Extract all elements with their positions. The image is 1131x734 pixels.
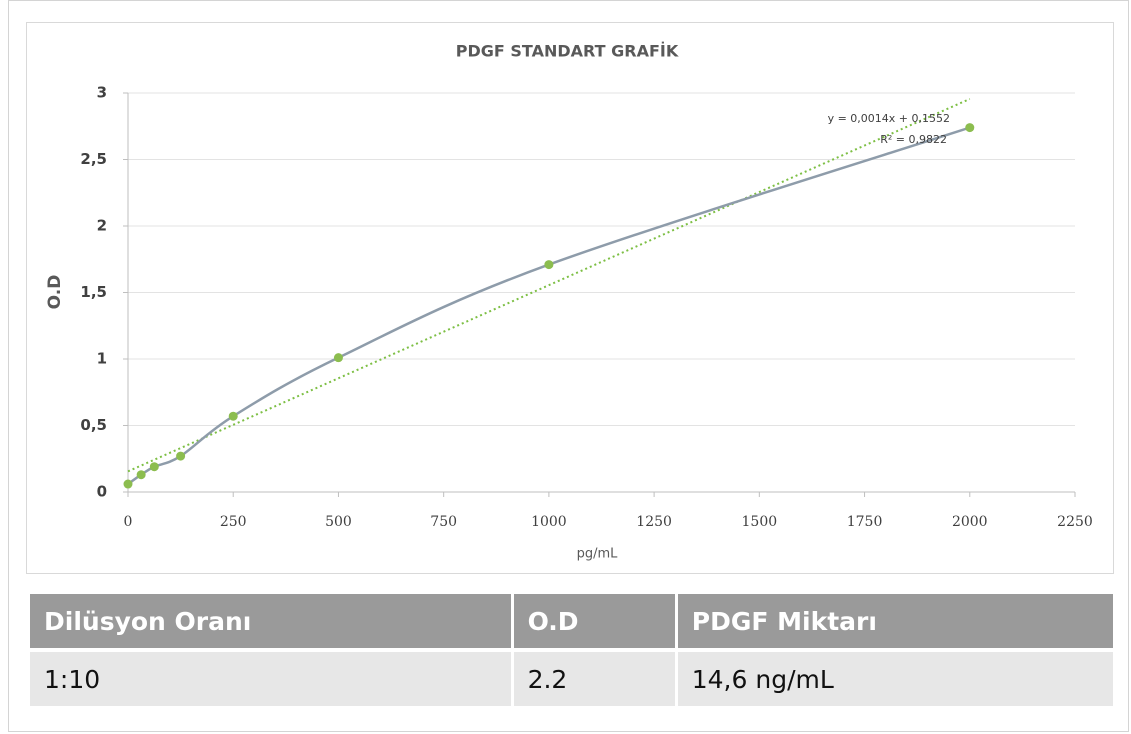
- y-tick-label: 3: [97, 84, 107, 102]
- y-tick-label: 1,5: [80, 283, 107, 301]
- data-point: [965, 123, 975, 133]
- table-cell: 2.2: [513, 652, 675, 706]
- table-cell: 14,6 ng/mL: [677, 652, 1113, 706]
- data-point: [136, 470, 146, 480]
- data-point: [228, 411, 238, 421]
- data-point: [123, 479, 133, 489]
- x-tick-label: 2250: [1057, 514, 1093, 530]
- x-tick-label: 0: [124, 514, 133, 530]
- x-axis-label: pg/mL: [577, 547, 619, 562]
- x-tick-label: 500: [325, 514, 352, 530]
- header-cell: O.D: [513, 594, 675, 648]
- trendline: [127, 98, 971, 473]
- data-point: [176, 451, 186, 461]
- y-tick-label: 0,5: [80, 416, 107, 434]
- y-tick-label: 2: [97, 217, 107, 235]
- y-axis-label: O.D: [45, 275, 65, 310]
- data-point: [544, 260, 554, 270]
- frame: [8, 0, 1129, 732]
- result-table: Dilüsyon Oranı O.D PDGF Miktarı 1:10 2.2…: [27, 590, 1116, 710]
- table-cell: 1:10: [30, 652, 511, 706]
- x-tick-label: 250: [220, 514, 247, 530]
- trendline-equation: y = 0,0014x + 0,1552: [828, 112, 950, 125]
- chart-area: [26, 22, 1114, 574]
- chart-title: PDGF STANDART GRAFİK: [456, 42, 679, 61]
- trendline-r2: R² = 0,9822: [880, 133, 947, 146]
- x-tick-label: 2000: [952, 514, 988, 530]
- x-tick-label: 750: [430, 514, 457, 530]
- y-tick-label: 0: [97, 483, 107, 501]
- data-point: [149, 462, 159, 472]
- table-row: 1:10 2.2 14,6 ng/mL: [30, 652, 1113, 706]
- data-point: [333, 353, 343, 363]
- x-tick-label: 1000: [531, 514, 567, 530]
- y-tick-label: 2,5: [80, 150, 107, 168]
- x-tick-label: 1500: [742, 514, 778, 530]
- chart: PDGF STANDART GRAFİK pg/mL O.D 0 0,5 1 1,5 2…: [45, 42, 1093, 562]
- header-cell: Dilüsyon Oranı: [30, 594, 511, 648]
- x-tick-label: 1250: [636, 514, 672, 530]
- series-line: [127, 126, 971, 486]
- y-tick-label: 1: [97, 350, 107, 368]
- header-cell: PDGF Miktarı: [677, 594, 1113, 648]
- table-header: Dilüsyon Oranı O.D PDGF Miktarı: [30, 594, 1113, 648]
- x-tick-label: 1750: [847, 514, 883, 530]
